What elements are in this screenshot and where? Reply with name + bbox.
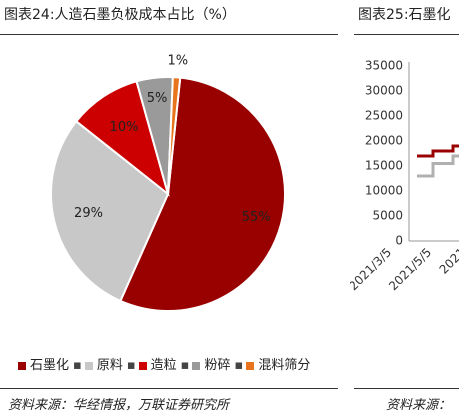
line-y-tick-label: 35000 (365, 59, 403, 73)
line-y-tick-label: 10000 (365, 184, 403, 198)
legend-swatch (138, 361, 147, 370)
pie-slice-1 (50, 119, 170, 303)
legend-item-1: 原料 (84, 354, 123, 373)
legend-swatch (18, 361, 26, 370)
legend-item-3: 粉碎 (192, 354, 231, 373)
legend-label: 石墨化 (30, 358, 70, 373)
legend-separator: ▪ (234, 358, 244, 373)
pie-slice-4 (167, 76, 182, 195)
line-series-0 (417, 144, 459, 158)
line-axis (408, 62, 459, 242)
pie-slices (50, 76, 287, 312)
right-bottom-rule (354, 388, 459, 389)
legend-label: 原料 (96, 358, 123, 373)
legend-label: 混料筛分 (258, 358, 311, 373)
legend-separator: ▪ (73, 358, 82, 373)
left-source-note: 资料来源：华经情报，万联证券研究所 (8, 398, 230, 413)
legend-item-4: 混料筛分 (246, 354, 310, 373)
pie-label-2: 10% (110, 120, 139, 135)
pie-legend: 石墨化 ▪ 原料 ▪ 造粒 ▪ 粉碎 ▪ 混料筛分 (18, 354, 314, 373)
pie-labels: 55% 29% 10% 5% 1% (74, 54, 271, 226)
legend-label: 造粒 (150, 358, 177, 373)
pie-label-3: 5% (147, 91, 168, 106)
legend-swatch (192, 361, 201, 370)
legend-separator: ▪ (126, 358, 136, 373)
pie-label-4: 1% (167, 54, 188, 69)
legend-item-0: 石墨化 (18, 354, 69, 373)
line-chart: 35000 30000 25000 20000 15000 10000 5000 0 2021… (350, 59, 459, 293)
right-figure-title: 图表25:石墨化 (358, 7, 451, 23)
line-series (417, 144, 459, 178)
legend-item-2: 造粒 (138, 354, 177, 373)
line-y-tick-label: 0 (395, 234, 403, 248)
pie-chart: 55% 29% 10% 5% 1% (50, 54, 287, 312)
right-top-rule (354, 34, 459, 35)
left-figure-title: 图表24:人造石墨负极成本占比（%） (4, 7, 236, 23)
line-y-tick-label: 20000 (365, 134, 403, 148)
line-y-tick-label: 15000 (365, 159, 403, 173)
legend-swatch (84, 361, 93, 370)
line-x-tick-label: 2021/5/5 (386, 245, 434, 293)
line-series-1 (417, 154, 459, 178)
right-source-note: 资料来源： (386, 398, 452, 413)
line-y-tick-label: 5000 (372, 209, 403, 223)
pie-slice-2 (74, 80, 170, 197)
pie-label-1: 29% (74, 206, 103, 221)
left-bottom-rule (0, 388, 338, 389)
left-top-rule (0, 34, 338, 35)
line-y-tick-label: 25000 (365, 109, 403, 123)
pie-slice-0 (119, 76, 287, 312)
legend-label: 粉碎 (204, 358, 231, 373)
line-x-tick-label: 2021 (437, 245, 459, 276)
line-y-tick-label: 30000 (365, 84, 403, 98)
pie-label-0: 55% (242, 210, 271, 225)
legend-swatch (246, 361, 255, 370)
legend-separator: ▪ (180, 358, 190, 373)
line-y-ticks: 35000 30000 25000 20000 15000 10000 5000 0 (365, 59, 403, 248)
